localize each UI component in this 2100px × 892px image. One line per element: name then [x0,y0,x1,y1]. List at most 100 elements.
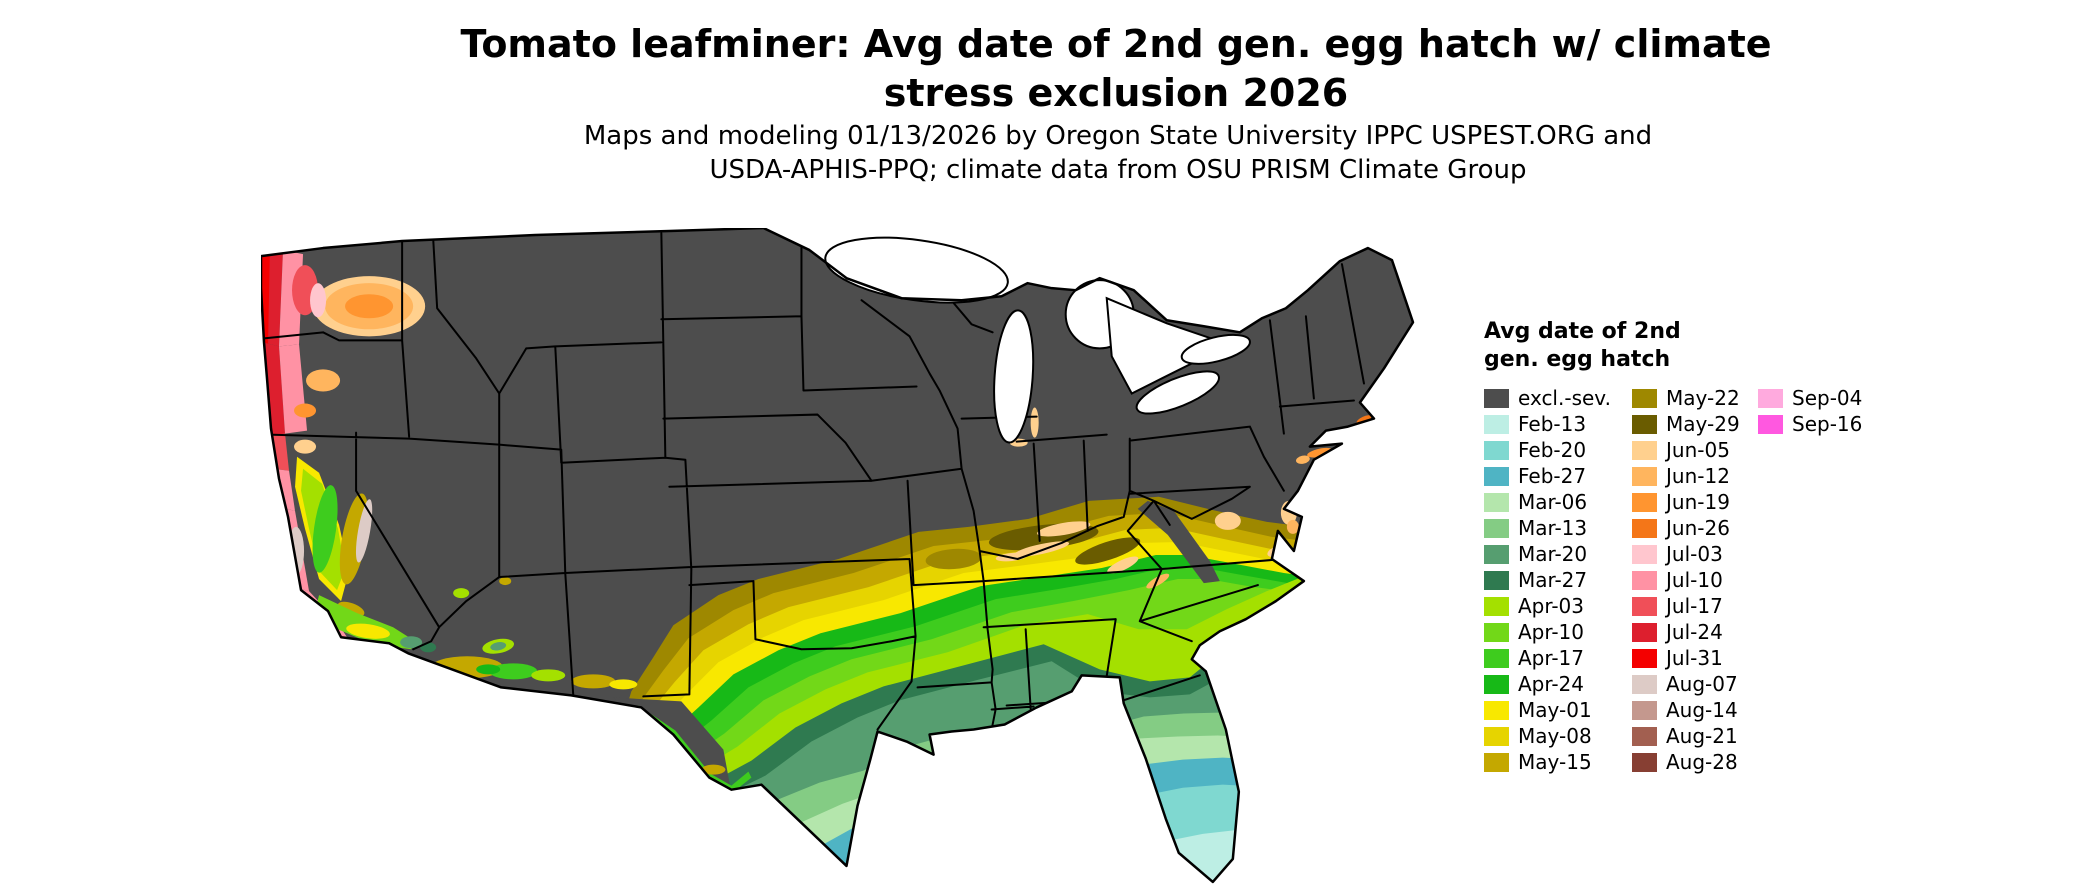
map-patch [453,588,470,599]
legend-title: Avg date of 2nd gen. egg hatch [1484,319,1681,372]
map-patch [1286,519,1299,534]
map-patch [294,403,317,418]
us-map-svg [259,226,1415,884]
legend-column-1: excl.-sev. Feb-13 Feb-20 Feb-27 Mar-06 Mar-13… [1484,385,1632,775]
map-patch [701,764,726,775]
legend-label: Feb-13 [1518,412,1587,436]
legend-item: Aug-07 [1632,671,1758,697]
lake-erie-shape [1135,370,1220,415]
map-patch [316,595,416,650]
legend-swatch [1484,674,1509,694]
legend-swatch [1632,752,1657,772]
map-patch [337,601,365,617]
map-patch [312,485,338,573]
legend-label: Mar-06 [1518,490,1588,514]
page-title: Tomato leafminer: Avg date of 2nd gen. e… [460,22,1772,115]
legend-label: Jul-24 [1666,620,1723,644]
legend-label: Sep-16 [1792,412,1863,436]
legend-label: Apr-17 [1518,646,1584,670]
legend-item: Jun-12 [1632,463,1758,489]
legend-label: Mar-13 [1518,516,1588,540]
ontario-peninsula-shape [1105,296,1219,395]
us-choropleth-map [259,226,1422,890]
legend-swatch [1632,726,1657,746]
map-patch [1030,407,1039,438]
map-patch [310,283,327,318]
map-patch [925,548,982,570]
map-patch [346,623,390,639]
legend-item: Apr-10 [1484,619,1632,645]
legend-item: Mar-27 [1484,567,1632,593]
map-patch [345,294,394,319]
legend-swatch [1632,466,1657,486]
legend-item: Jul-31 [1632,645,1758,671]
legend-columns: excl.-sev. Feb-13 Feb-20 Feb-27 Mar-06 Mar-13… [1484,385,2084,775]
legend-item: May-29 [1632,411,1758,437]
legend-item: Apr-03 [1484,593,1632,619]
legend-label: Aug-21 [1666,724,1738,748]
legend-label: Feb-20 [1518,438,1587,462]
legend-label: May-08 [1518,724,1592,748]
legend-item: excl.-sev. [1484,385,1632,411]
legend-swatch [1632,674,1657,694]
legend-label: Mar-27 [1518,568,1588,592]
legend-column-3: Sep-04 Sep-16 [1758,385,1862,437]
legend-swatch [1484,648,1509,668]
legend-label: Jul-31 [1666,646,1723,670]
legend-swatch [1484,440,1509,460]
legend-label: May-01 [1518,698,1592,722]
legend-item: Aug-28 [1632,749,1758,775]
legend-label: Sep-04 [1792,386,1863,410]
legend-item: Feb-20 [1484,437,1632,463]
legend-label: Aug-28 [1666,750,1738,774]
map-band [561,829,1413,882]
legend-swatch [1632,700,1657,720]
legend-swatch [1484,596,1509,616]
map-band [561,735,1413,882]
legend-label: May-15 [1518,750,1592,774]
legend-swatch [1758,388,1783,408]
legend-item: Sep-04 [1758,385,1862,411]
legend-swatch [1632,388,1657,408]
legend-label: Apr-24 [1518,672,1584,696]
map-patch [609,679,638,690]
legend-label: Jun-26 [1666,516,1730,540]
legend-swatch [1484,414,1509,434]
legend-label: Apr-10 [1518,620,1584,644]
legend-swatch [1484,544,1509,564]
legend-item: Apr-24 [1484,671,1632,697]
legend-swatch [1632,492,1657,512]
legend-item: Sep-16 [1758,411,1862,437]
map-patch [531,669,566,682]
legend-item: May-08 [1484,723,1632,749]
legend-swatch [1484,570,1509,590]
legend-item: May-15 [1484,749,1632,775]
map-patch [489,663,538,680]
lake-ontario-shape [1180,333,1251,365]
legend-item: Jun-19 [1632,489,1758,515]
map-patch [1214,511,1241,530]
legend-swatch [1484,388,1509,408]
map-patch [306,369,341,392]
map-patch [420,642,437,653]
legend-item: Mar-13 [1484,515,1632,541]
map-patch [476,664,501,675]
legend-swatch [1632,648,1657,668]
legend-label: Jul-03 [1666,542,1723,566]
legend-swatch [1484,466,1509,486]
map-patch [355,499,373,563]
legend-swatch [1484,752,1509,772]
map-patch [400,636,423,649]
map-patch [499,577,512,586]
us-outline [259,226,1415,884]
legend-swatch [1632,544,1657,564]
map-band [561,757,1413,882]
legend-item: Jul-17 [1632,593,1758,619]
lake-michigan-shape [993,309,1035,444]
legend-item: Jun-26 [1632,515,1758,541]
legend-swatch [1484,622,1509,642]
legend-swatch [1632,596,1657,616]
legend-label: Jul-10 [1666,568,1723,592]
legend-label: Feb-27 [1518,464,1587,488]
legend-item: Jul-10 [1632,567,1758,593]
